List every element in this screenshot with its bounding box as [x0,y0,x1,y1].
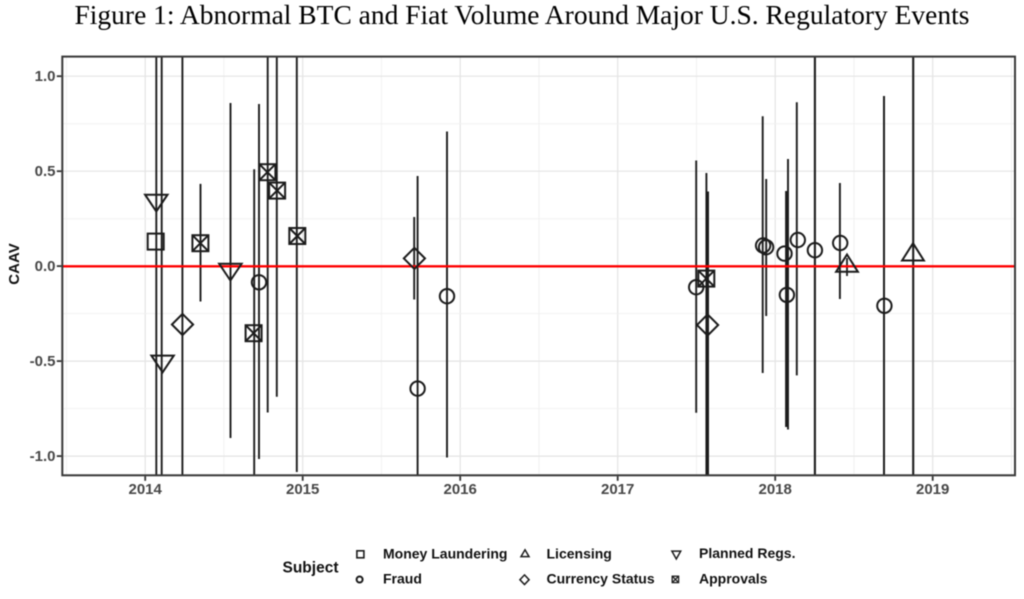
svg-text:-1.0: -1.0 [30,448,56,465]
svg-text:Subject: Subject [283,560,339,577]
svg-text:2015: 2015 [286,481,319,498]
svg-text:Licensing: Licensing [547,545,612,561]
svg-text:2016: 2016 [444,481,477,498]
svg-text:1.0: 1.0 [35,68,56,85]
svg-text:2017: 2017 [601,481,634,498]
svg-text:CAAV: CAAV [6,243,23,284]
svg-text:Money Laundering: Money Laundering [383,545,507,561]
svg-text:2014: 2014 [129,481,163,498]
svg-text:2019: 2019 [916,481,949,498]
svg-text:2018: 2018 [759,481,792,498]
svg-text:Fraud: Fraud [383,570,422,586]
svg-text:0.0: 0.0 [35,258,56,275]
svg-text:0.5: 0.5 [35,163,56,180]
svg-text:Approvals: Approvals [699,570,768,586]
svg-text:Figure 1: Abnormal BTC and Fia: Figure 1: Abnormal BTC and Fiat Volume A… [75,0,970,30]
svg-text:Planned Regs.: Planned Regs. [699,545,795,561]
svg-text:Currency Status: Currency Status [547,570,655,586]
svg-text:-0.5: -0.5 [30,353,56,370]
